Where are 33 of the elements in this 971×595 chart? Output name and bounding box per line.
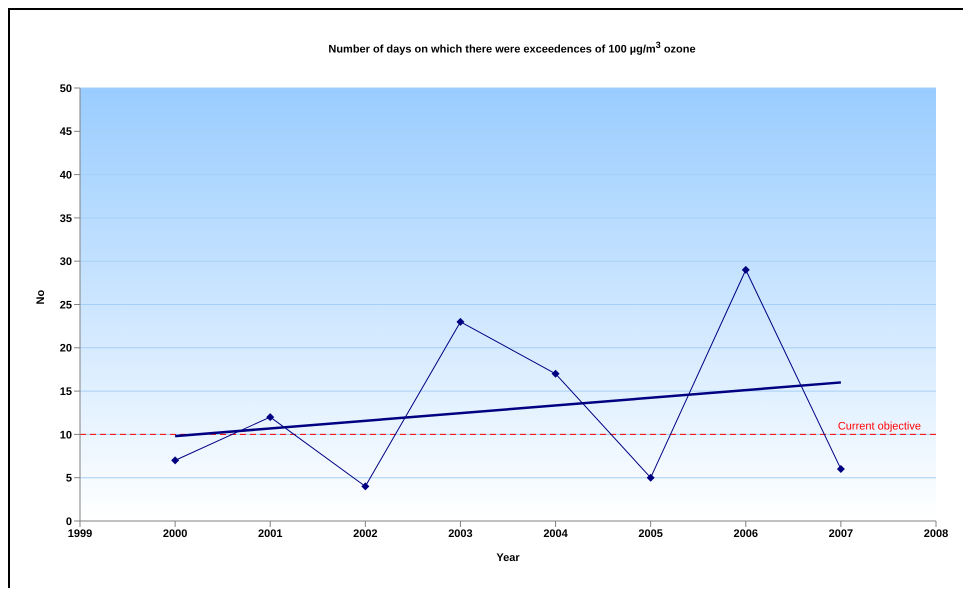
y-tick-label: 35: [60, 212, 72, 225]
x-tick-label: 2000: [162, 528, 188, 540]
x-tick-label: 2001: [258, 528, 282, 540]
point: [552, 370, 560, 378]
chart-title: Number of days on which there were exceedences of 100 µg/m$^{3}$ ozone: [327, 40, 697, 56]
y-tick-label: 30: [60, 256, 72, 268]
point: [456, 318, 464, 326]
y-tick-label: 45: [60, 126, 72, 138]
y-tick-label: 50: [60, 82, 72, 95]
point: [361, 482, 370, 490]
point: [171, 456, 180, 464]
y-tick-label: 20: [60, 342, 72, 355]
x-tick-label: 1999: [68, 528, 92, 540]
x-tick-label: 2005: [638, 528, 663, 540]
point: [836, 465, 845, 474]
point: [646, 474, 655, 482]
y-tick-label: 5: [66, 472, 72, 485]
x-tick-label: 2007: [828, 528, 854, 540]
ref-line-label: Current objective: [838, 420, 921, 432]
y-axis-title: No: [34, 290, 47, 304]
y-tick-label: 10: [60, 429, 72, 442]
x-tick-label: 2008: [924, 528, 948, 540]
x-tick-label: 2004: [543, 528, 569, 540]
y-tick-label: 40: [60, 170, 72, 182]
x-tick-label: 2006: [734, 528, 758, 540]
x-axis-title: Year: [496, 552, 520, 564]
point: [742, 266, 750, 274]
point: [266, 413, 274, 422]
y-tick-label: 15: [60, 386, 72, 398]
y-tick-label: 25: [60, 299, 72, 312]
y-tick-label: 0: [66, 516, 72, 528]
x-tick-label: 2003: [448, 528, 473, 540]
x-tick-label: 2002: [353, 528, 378, 540]
